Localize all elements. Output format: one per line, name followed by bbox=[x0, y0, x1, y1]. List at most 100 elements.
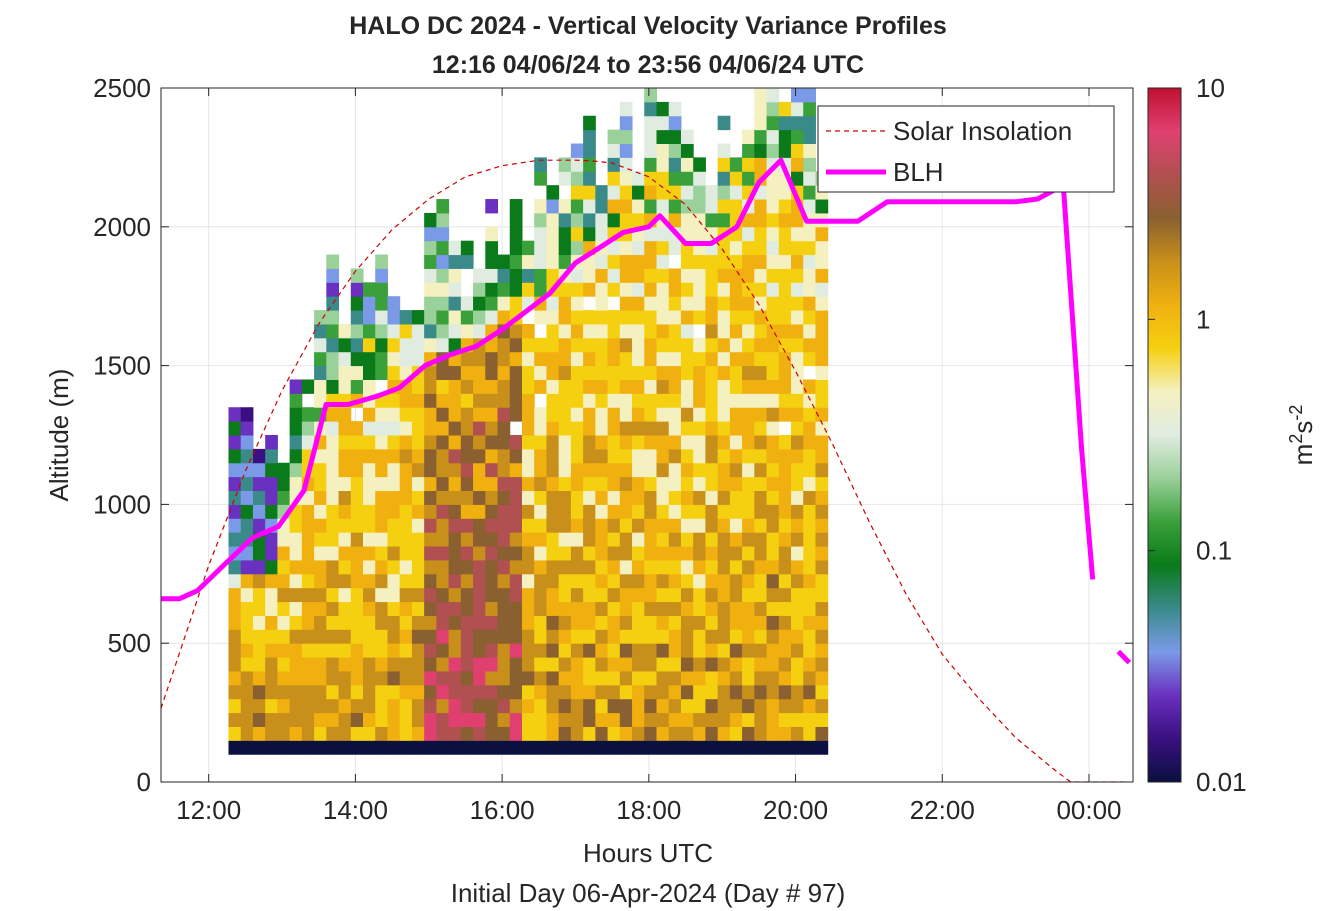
heatmap-cell bbox=[815, 379, 829, 394]
heatmap-cell bbox=[460, 407, 474, 422]
heatmap-cell bbox=[742, 448, 755, 464]
heatmap-cell bbox=[791, 546, 804, 561]
colorbar-label-exp-neg2: -2 bbox=[1286, 405, 1306, 421]
heatmap-cell bbox=[485, 643, 499, 658]
heatmap-cell bbox=[424, 601, 437, 616]
heatmap-cell bbox=[460, 546, 474, 561]
heatmap-cell bbox=[509, 601, 523, 616]
heatmap-cell bbox=[705, 670, 719, 686]
heatmap-cell bbox=[742, 712, 755, 727]
heatmap-cell bbox=[815, 199, 829, 214]
heatmap-cell bbox=[558, 504, 572, 519]
heatmap-cell bbox=[338, 379, 352, 394]
heatmap-cell bbox=[265, 698, 278, 714]
heatmap-cell bbox=[326, 462, 340, 478]
heatmap-cell bbox=[619, 407, 633, 422]
heatmap-cell bbox=[509, 587, 523, 603]
heatmap-cell bbox=[717, 379, 731, 394]
heatmap-cell bbox=[424, 226, 437, 242]
heatmap-cell bbox=[570, 573, 584, 589]
heatmap-cell bbox=[754, 143, 768, 158]
heatmap-cell bbox=[778, 323, 792, 339]
heatmap-cell bbox=[485, 268, 499, 283]
heatmap-cell bbox=[766, 101, 780, 117]
heatmap-cell bbox=[411, 421, 425, 436]
heatmap-cell bbox=[656, 171, 670, 186]
heatmap-cell bbox=[619, 435, 633, 450]
heatmap-cell bbox=[252, 726, 266, 741]
heatmap-cell bbox=[729, 462, 743, 478]
heatmap-cell bbox=[558, 240, 572, 256]
heatmap-cell bbox=[729, 365, 743, 380]
heatmap-cell bbox=[509, 726, 523, 741]
heatmap-cell bbox=[742, 212, 755, 228]
heatmap-cell bbox=[656, 684, 670, 700]
heatmap-cell bbox=[509, 296, 523, 311]
heatmap-cell bbox=[644, 518, 657, 533]
heatmap-cell bbox=[350, 351, 364, 367]
heatmap-cell bbox=[803, 518, 816, 533]
colorbar-gradient bbox=[1147, 87, 1182, 783]
heatmap-cell bbox=[558, 657, 572, 672]
heatmap-cell bbox=[424, 559, 437, 575]
heatmap-cell bbox=[558, 573, 572, 589]
heatmap-cell bbox=[387, 532, 401, 547]
heatmap-cell bbox=[680, 379, 694, 394]
heatmap-cell bbox=[485, 712, 499, 727]
heatmap-cell bbox=[680, 643, 694, 658]
heatmap-cell bbox=[497, 435, 511, 450]
heatmap-cell bbox=[668, 199, 682, 214]
heatmap-cell bbox=[436, 587, 450, 603]
heatmap-cell bbox=[705, 435, 719, 450]
heatmap-cell bbox=[485, 393, 499, 408]
heatmap-cell bbox=[399, 670, 413, 686]
heatmap-cell bbox=[252, 698, 266, 714]
heatmap-cell bbox=[803, 157, 816, 172]
heatmap-cell bbox=[693, 351, 706, 367]
heatmap-cell bbox=[228, 532, 242, 547]
heatmap-cell bbox=[766, 435, 780, 450]
heatmap-cell bbox=[815, 657, 829, 672]
heatmap-cell bbox=[534, 573, 547, 589]
heatmap-cell bbox=[411, 337, 425, 353]
heatmap-cell bbox=[766, 726, 780, 741]
heatmap-cell bbox=[607, 185, 621, 200]
heatmap-cell bbox=[656, 421, 670, 436]
heatmap-cell bbox=[644, 337, 657, 353]
heatmap-cell bbox=[729, 740, 743, 755]
heatmap-cell bbox=[424, 698, 437, 714]
heatmap-cell bbox=[375, 296, 388, 311]
heatmap-cell bbox=[534, 199, 547, 214]
heatmap-cell bbox=[375, 615, 388, 630]
heatmap-cell bbox=[595, 185, 609, 200]
heatmap-cell bbox=[583, 518, 596, 533]
heatmap-cell bbox=[558, 615, 572, 630]
heatmap-cell bbox=[717, 546, 731, 561]
heatmap-cell bbox=[803, 101, 816, 117]
heatmap-cell bbox=[314, 657, 327, 672]
heatmap-cell bbox=[570, 490, 584, 505]
heatmap-cell bbox=[583, 185, 596, 200]
heatmap-cell bbox=[240, 629, 254, 644]
heatmap-cell bbox=[717, 435, 731, 450]
heatmap-cell bbox=[277, 601, 291, 616]
heatmap-cell bbox=[240, 559, 254, 575]
heatmap-cell bbox=[815, 684, 829, 700]
heatmap-cell bbox=[424, 462, 437, 478]
heatmap-cell bbox=[754, 670, 768, 686]
heatmap-cell bbox=[485, 698, 499, 714]
heatmap-cell bbox=[680, 476, 694, 492]
heatmap-cell bbox=[534, 226, 547, 242]
heatmap-cell bbox=[485, 532, 499, 547]
heatmap-cell bbox=[803, 532, 816, 547]
heatmap-cell bbox=[497, 365, 511, 380]
heatmap-cell bbox=[742, 726, 755, 741]
heatmap-cell bbox=[338, 726, 352, 741]
heatmap-cell bbox=[509, 199, 523, 214]
heatmap-cell bbox=[350, 268, 364, 283]
heatmap-cell bbox=[265, 684, 278, 700]
heatmap-cell bbox=[595, 726, 609, 741]
heatmap-cell bbox=[766, 740, 780, 755]
heatmap-cell bbox=[521, 407, 535, 422]
heatmap-cell bbox=[228, 643, 242, 658]
